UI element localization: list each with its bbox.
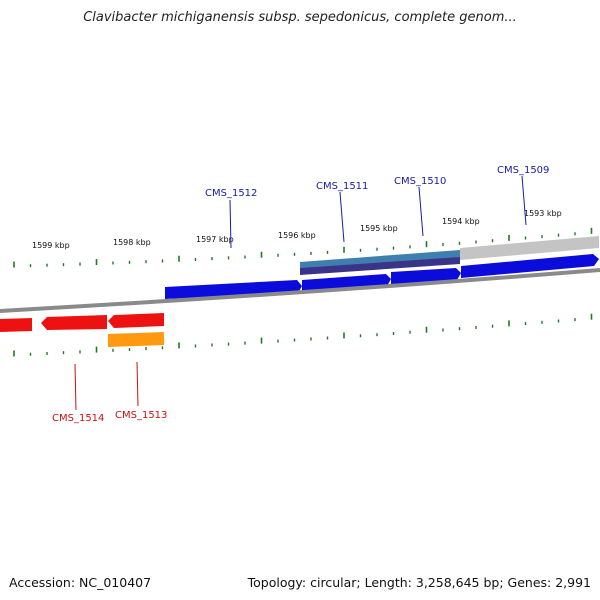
kbp-label-1594: 1594 kbp xyxy=(442,217,480,226)
accession-text: Accession: NC_010407 xyxy=(9,575,152,590)
gene-label-cms-1511: CMS_1511 xyxy=(316,181,368,192)
tick-marks-outer xyxy=(13,227,593,268)
gene-label-cms-1513: CMS_1513 xyxy=(115,410,167,421)
kbp-labels: 1599 kbp 1598 kbp 1597 kbp 1596 kbp 1595… xyxy=(32,209,562,250)
gene-arrow-cms-1515[interactable] xyxy=(0,318,32,332)
reverse-gene-labels: CMS_1514 CMS_1513 xyxy=(52,361,167,424)
genome-backbone xyxy=(0,268,600,313)
kbp-label-1595: 1595 kbp xyxy=(360,224,398,233)
gene-arrow-cms-1514[interactable] xyxy=(41,315,107,330)
gene-label-cms-1514: CMS_1514 xyxy=(52,413,104,424)
kbp-label-1599: 1599 kbp xyxy=(32,241,70,250)
reverse-genes[interactable] xyxy=(0,313,164,347)
tick-marks-inner xyxy=(13,313,593,357)
kbp-label-1598: 1598 kbp xyxy=(113,238,151,247)
gene-label-cms-1509: CMS_1509 xyxy=(497,165,549,176)
band-steelblue xyxy=(300,250,460,270)
band-darkblue xyxy=(300,257,460,275)
kbp-label-1597: 1597 kbp xyxy=(196,235,234,244)
kbp-label-1593: 1593 kbp xyxy=(524,209,562,218)
kbp-label-1596: 1596 kbp xyxy=(278,231,316,240)
band-grey xyxy=(460,236,599,260)
feature-band-upper xyxy=(300,236,599,275)
gene-arrow-cms-1513[interactable] xyxy=(108,313,164,328)
gene-arrow-cms-1509[interactable] xyxy=(461,254,599,278)
gene-label-cms-1510: CMS_1510 xyxy=(394,176,446,187)
forward-gene-labels: CMS_1512 CMS_1511 CMS_1510 CMS_1509 xyxy=(205,165,549,249)
rna-arrow-cms-1513[interactable] xyxy=(108,332,164,347)
gene-label-cms-1512: CMS_1512 xyxy=(205,188,257,199)
genome-summary-text: Topology: circular; Length: 3,258,645 bp… xyxy=(247,575,591,590)
gene-arrow-cms-1511[interactable] xyxy=(302,274,391,292)
page-title: Clavibacter michiganensis subsp. sepedon… xyxy=(83,10,517,25)
